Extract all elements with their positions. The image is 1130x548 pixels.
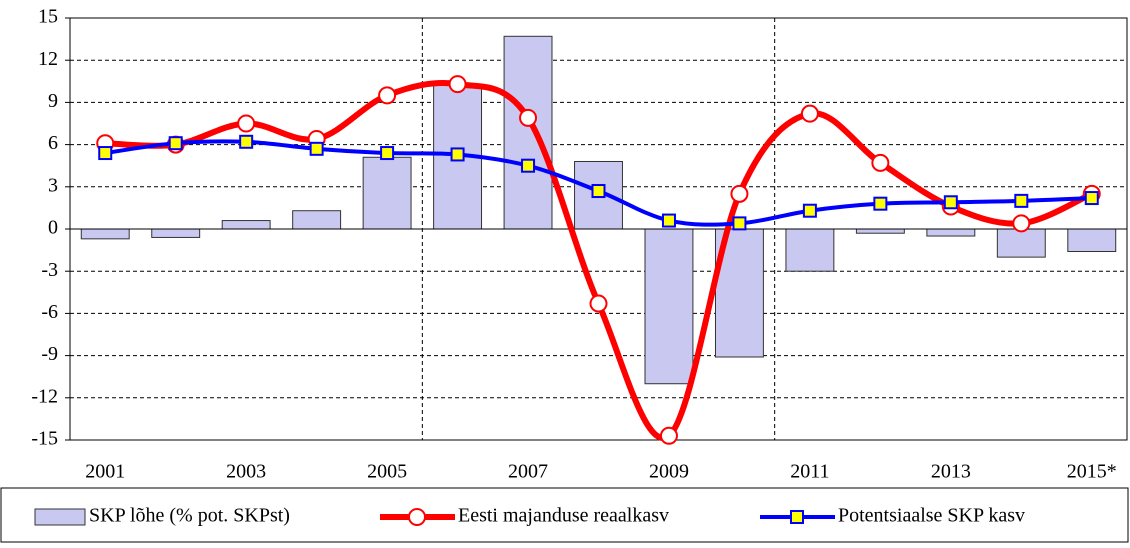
point [519, 108, 538, 127]
bar [80, 228, 130, 240]
x-tick-label: 2007 [508, 461, 548, 483]
x-tick-label: 2015* [1067, 461, 1117, 483]
bar [1067, 228, 1117, 253]
y-tick-label: 15 [38, 6, 58, 28]
point [168, 136, 183, 151]
legend-label: Eesti majanduse reaalkasv [458, 505, 669, 527]
legend-label: Potentsiaalse SKP kasv [838, 505, 1025, 527]
point [659, 426, 678, 445]
point [591, 184, 606, 199]
bar [221, 220, 271, 230]
point [450, 147, 465, 162]
bar [785, 228, 835, 272]
y-tick-label: -9 [41, 343, 58, 365]
point [237, 114, 256, 133]
x-tick-label: 2003 [226, 461, 266, 483]
point [1084, 191, 1099, 206]
bar [151, 228, 201, 238]
point [871, 153, 890, 172]
legend-box [0, 487, 1129, 543]
bar [926, 228, 976, 237]
y-tick-label: 9 [48, 90, 58, 112]
bar [362, 156, 412, 230]
point [732, 216, 747, 231]
x-tick-label: 2011 [790, 461, 829, 483]
point [1014, 193, 1029, 208]
point [521, 158, 536, 173]
point [800, 104, 819, 123]
bar [503, 35, 553, 230]
point [378, 86, 397, 105]
point [873, 196, 888, 211]
legend-swatch [34, 508, 86, 526]
point [943, 195, 958, 210]
point [448, 75, 467, 94]
point [380, 146, 395, 161]
series-line [105, 79, 1094, 441]
bar [996, 228, 1046, 258]
plot-frame [69, 17, 1128, 441]
point [408, 508, 426, 526]
point [661, 213, 676, 228]
bar [292, 210, 342, 230]
point [98, 146, 113, 161]
point [790, 510, 804, 524]
x-tick-label: 2005 [367, 461, 407, 483]
bar [644, 228, 694, 385]
point [309, 141, 324, 156]
bar [855, 228, 905, 234]
y-tick-label: -15 [31, 428, 58, 450]
point [802, 203, 817, 218]
legend-label: SKP lõhe (% pot. SKPst) [89, 505, 290, 527]
y-tick-label: 12 [38, 48, 58, 70]
y-tick-label: -6 [41, 301, 58, 323]
y-tick-label: 3 [48, 174, 58, 196]
x-tick-label: 2009 [649, 461, 689, 483]
y-tick-label: -12 [31, 385, 58, 407]
point [589, 294, 608, 313]
point [239, 134, 254, 149]
x-tick-label: 2013 [931, 461, 971, 483]
x-tick-label: 2001 [85, 461, 125, 483]
y-tick-label: 6 [48, 132, 58, 154]
point [1012, 214, 1031, 233]
y-tick-label: 0 [48, 217, 58, 239]
point [730, 184, 749, 203]
y-tick-label: -3 [41, 259, 58, 281]
